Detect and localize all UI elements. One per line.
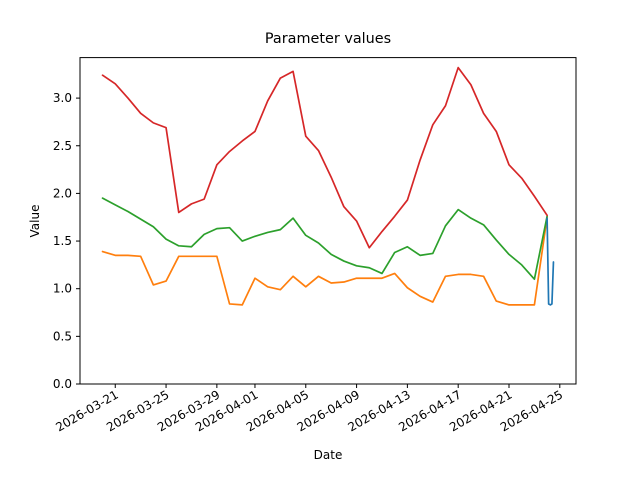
plot-area: 0.00.51.01.52.02.53.02026-03-212026-03-2… xyxy=(53,57,577,434)
chart-title: Parameter values xyxy=(265,31,391,47)
y-tick-label: 0.5 xyxy=(53,329,72,343)
series-line-orange-parameter xyxy=(101,216,548,306)
y-tick-label: 1.5 xyxy=(53,234,72,248)
y-axis-label: Value xyxy=(28,205,42,238)
y-tick-label: 1.0 xyxy=(53,282,72,296)
x-axis-label: Date xyxy=(314,448,343,462)
y-tick-label: 3.0 xyxy=(53,91,72,105)
axes-frame xyxy=(79,57,577,385)
series-line-red-parameter xyxy=(101,66,548,249)
y-tick-label: 0.0 xyxy=(53,377,72,391)
series-line-blue-parameter xyxy=(546,217,555,306)
series-line-green-parameter xyxy=(101,197,548,281)
y-tick-label: 2.5 xyxy=(53,139,72,153)
y-tick-label: 2.0 xyxy=(53,186,72,200)
